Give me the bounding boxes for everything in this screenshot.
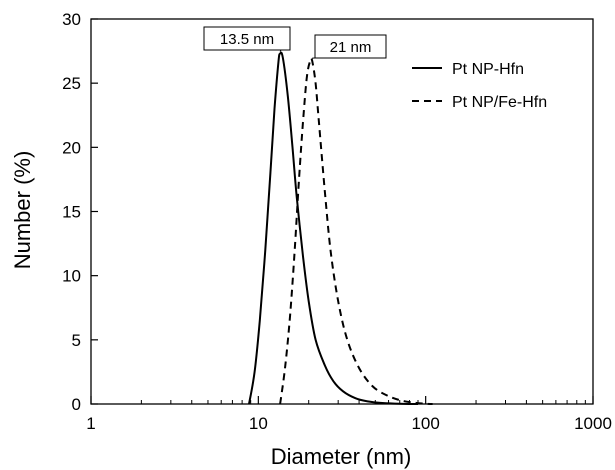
y-tick-label: 25 (62, 74, 81, 93)
legend: Pt NP-Hfn Pt NP/Fe-Hfn (412, 61, 547, 111)
x-tick-label: 10 (249, 414, 268, 433)
y-tick-label: 20 (62, 138, 81, 157)
y-tick-label: 15 (62, 203, 81, 222)
y-tick-label: 5 (72, 331, 81, 350)
annotation-box (314, 34, 387, 59)
annotations: 13.5 nm 21 nm (203, 26, 387, 59)
y-tick-label: 30 (62, 10, 81, 29)
legend-label: Pt NP/Fe-Hfn (452, 94, 547, 111)
x-tick-label: 1 (86, 414, 95, 433)
x-tick-label: 1000 (574, 414, 612, 433)
annotation-label: 13.5 nm (220, 31, 274, 48)
y-tick-label: 10 (62, 267, 81, 286)
curves (248, 51, 433, 405)
x-tick-label: 100 (411, 414, 439, 433)
series-line-1 (248, 51, 419, 405)
series-line-2 (279, 57, 433, 405)
annotation-box (203, 26, 291, 51)
x-axis-title: Diameter (nm) (271, 444, 412, 469)
legend-label: Pt NP-Hfn (452, 61, 524, 78)
y-axis-title: Number (%) (10, 151, 35, 270)
annotation-label: 21 nm (330, 39, 372, 56)
y-tick-label: 0 (72, 395, 81, 414)
axes: 0 5 10 15 20 25 30 1 10 100 1000 (62, 10, 612, 433)
